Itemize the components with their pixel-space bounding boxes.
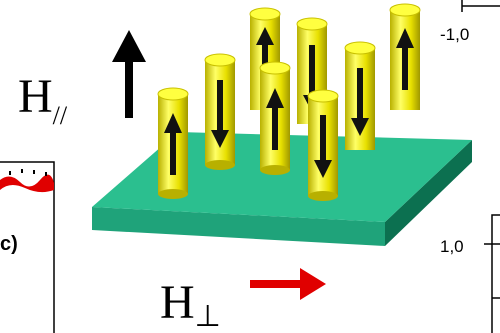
panel-label: c) (0, 233, 18, 255)
pillar (308, 90, 338, 201)
pillar (390, 4, 420, 110)
h-symbol: H (18, 70, 53, 123)
pillar-part (390, 4, 420, 16)
right-arrow (250, 268, 326, 300)
pillar-part (158, 88, 188, 100)
pillar-part (297, 18, 327, 30)
pillar-part (308, 90, 338, 102)
plot-frame (492, 215, 500, 333)
pillar-part (205, 160, 235, 170)
up-arrow (112, 30, 146, 118)
left-chart-fragment: c) (0, 162, 54, 333)
diagram: c) -1,0 1,0 H// H⊥ (0, 0, 500, 333)
right-chart-fragment: 1,0 (440, 215, 500, 333)
data-dots (10, 169, 46, 176)
pillar-part (260, 62, 290, 74)
pillar (205, 54, 235, 170)
pillar-part (308, 191, 338, 201)
pillar-part (260, 165, 290, 175)
tick-label: -1,0 (440, 25, 469, 44)
top-right-fragment: -1,0 (440, 0, 500, 44)
subscript: // (53, 101, 68, 130)
pillar (345, 42, 375, 150)
h-perp-label: H⊥ (160, 276, 221, 333)
tick-label: 1,0 (440, 237, 464, 256)
pillar (158, 88, 188, 199)
h-parallel-label: H// (18, 70, 68, 130)
h-symbol: H (160, 276, 195, 329)
pillar-part (345, 42, 375, 54)
pillar-part (158, 189, 188, 199)
pillar-part (205, 54, 235, 66)
pillar-part (250, 8, 280, 20)
red-data-band (0, 175, 54, 192)
pillar (260, 62, 290, 175)
subscript: ⊥ (195, 300, 221, 333)
